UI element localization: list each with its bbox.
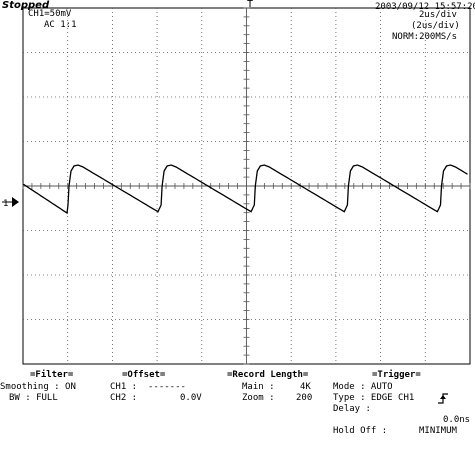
record-length-title: =Record Length= [227, 370, 309, 380]
timebase-main-label: 2us/div [419, 10, 457, 20]
trigger-title: =Trigger= [372, 370, 421, 380]
offset-title: =Offset= [122, 370, 166, 380]
trigger-delay-label: Delay : [333, 404, 371, 414]
trigger-type-row: Type : EDGE CH1 [333, 393, 415, 403]
trigger-holdoff-value: MINIMUM [419, 426, 457, 436]
ch1-ground-marker: 1 [2, 197, 19, 209]
datetime-label: 2003/09/12 15:57:20 [375, 2, 475, 12]
ch1-waveform [22, 164, 468, 215]
status-label: Stopped [2, 0, 50, 11]
channel-marker-label: 1 [3, 199, 8, 209]
filter-title: =Filter= [30, 370, 74, 380]
record-main-label: Main : [242, 382, 275, 392]
trigger-mode-row: Mode : AUTO [333, 382, 393, 392]
trigger-position-marker: T [247, 0, 254, 10]
acquisition-mode-label: NORM:200MS/s [392, 32, 458, 42]
filter-smoothing-row: Smoothing : ON [0, 382, 76, 392]
trigger-holdoff-label: Hold Off : [333, 426, 388, 436]
ch1-coupling-label: AC 1:1 [44, 20, 77, 30]
timebase-secondary-label: (2us/div) [411, 21, 460, 31]
offset-ch2-label: CH2 : [110, 393, 138, 403]
record-zoom-label: Zoom : [242, 393, 275, 403]
offset-ch1-value: ------- [148, 382, 186, 392]
offset-ch2-value: 0.0V [180, 393, 202, 403]
record-main-value: 4K [300, 382, 311, 392]
center-axes [22, 7, 471, 365]
ch1-scale-label: CH1=50mV [28, 9, 72, 19]
graticule-grid [23, 8, 470, 364]
trigger-delay-value: 0.0ns [443, 415, 471, 425]
record-zoom-value: 200 [296, 393, 313, 403]
filter-bw-row: BW : FULL [9, 393, 58, 403]
offset-ch1-label: CH1 : [110, 382, 138, 392]
rising-edge-icon [438, 393, 448, 404]
